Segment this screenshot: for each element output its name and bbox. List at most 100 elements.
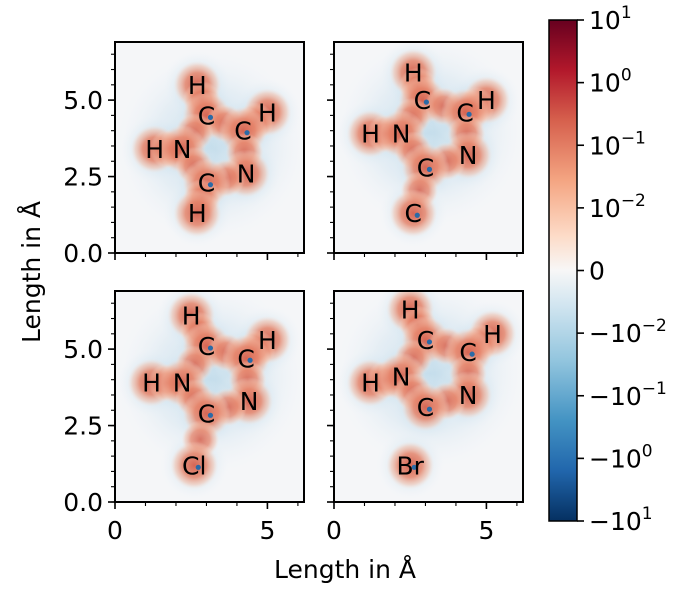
colorbar-tick-base: −10 xyxy=(589,444,642,473)
colorbar-tick-base: 10 xyxy=(589,6,621,35)
y-tick-label: 5.0 xyxy=(63,86,103,115)
colorbar-tick-label: −10−2 xyxy=(589,316,667,348)
colorbar-tick-base: −10 xyxy=(589,507,642,536)
density-lobe xyxy=(386,441,435,490)
atom-label: N xyxy=(459,141,478,170)
atom-label: C xyxy=(198,101,215,130)
y-axis-label: Length in Å xyxy=(17,201,46,343)
atom-label: H xyxy=(404,59,423,88)
atom-label: Cl xyxy=(182,451,206,480)
colorbar-tick-label: −10−1 xyxy=(589,379,667,411)
atom-label: N xyxy=(459,381,478,410)
atom-label: H xyxy=(361,120,380,149)
atom-label: C xyxy=(198,332,215,361)
atom-label: Br xyxy=(396,451,424,480)
atom-label: N xyxy=(240,387,259,416)
density-lobe xyxy=(401,383,450,432)
atom-core-marker xyxy=(244,130,250,136)
atom-core-marker xyxy=(423,99,430,105)
atom-label: N xyxy=(392,120,411,149)
atom-label: H xyxy=(182,301,201,330)
density-lobe xyxy=(170,441,219,490)
atom-label: C xyxy=(198,399,215,428)
colorbar-tick-base: −10 xyxy=(589,319,642,348)
panel-frame xyxy=(114,41,305,254)
atom-core-marker xyxy=(466,111,472,117)
atom-label: N xyxy=(392,363,411,392)
atom-label: N xyxy=(173,135,192,164)
atom-label: H xyxy=(258,326,277,355)
x-tick-label: 5 xyxy=(478,516,494,545)
colorbar-tick-exponent: 0 xyxy=(642,441,653,461)
atom-label: C xyxy=(414,86,431,115)
colorbar-tick-label: −100 xyxy=(589,441,653,473)
colorbar-tick-label: −101 xyxy=(589,504,653,536)
density-field xyxy=(116,50,304,248)
atom-label: C xyxy=(234,117,251,146)
atom-label: H xyxy=(188,199,207,228)
atom-core-marker xyxy=(426,339,433,345)
colorbar-tick-label: 101 xyxy=(589,3,632,35)
atom-label: C xyxy=(417,326,434,355)
atom-core-marker xyxy=(469,351,475,357)
colorbar-gradient xyxy=(548,19,578,522)
atom-core-marker xyxy=(207,182,214,188)
x-tick-label: 0 xyxy=(107,516,123,545)
colorbar-tick-base: 0 xyxy=(589,257,605,286)
atom-core-marker xyxy=(414,212,420,218)
y-tick-label: 2.5 xyxy=(63,163,103,192)
colorbar-tick-exponent: 1 xyxy=(642,504,653,524)
y-tick-label: 2.5 xyxy=(63,412,103,441)
atom-label: N xyxy=(237,159,256,188)
atom-label: H xyxy=(142,369,161,398)
atom-core-marker xyxy=(426,166,433,172)
colorbar-tick-label: 10−2 xyxy=(589,191,646,223)
atom-label: C xyxy=(405,199,422,228)
atom-core-marker xyxy=(195,464,201,470)
colorbar-tick-label: 0 xyxy=(589,257,605,286)
colorbar-tick-base: 10 xyxy=(589,194,621,223)
panel-frame xyxy=(333,290,524,503)
panel-frame xyxy=(333,41,524,254)
atom-label: C xyxy=(237,344,254,373)
y-tick-label: 0.0 xyxy=(63,488,103,517)
density-field xyxy=(335,42,523,248)
density-field xyxy=(116,291,304,500)
atom-label: C xyxy=(417,393,434,422)
x-tick-label: 5 xyxy=(259,516,275,545)
colorbar-tick-exponent: 0 xyxy=(621,66,632,86)
atom-core-marker xyxy=(411,464,417,470)
colorbar-tick-exponent: −1 xyxy=(621,128,646,148)
x-tick-label: 0 xyxy=(326,516,342,545)
atom-label: C xyxy=(456,98,473,127)
density-lobe xyxy=(389,189,438,238)
atom-label: H xyxy=(258,98,277,127)
atom-label: C xyxy=(459,338,476,367)
colorbar-tick-exponent: −2 xyxy=(621,191,646,211)
panel-frame xyxy=(114,290,305,503)
colorbar-tick-base: 10 xyxy=(589,131,621,160)
colorbar-tick-label: 100 xyxy=(589,66,632,98)
atom-core-marker xyxy=(207,345,214,351)
y-tick-label: 0.0 xyxy=(63,239,103,268)
atom-label: C xyxy=(198,169,215,198)
density-lobe xyxy=(173,189,222,238)
atom-label: N xyxy=(173,369,192,398)
atom-label: H xyxy=(361,369,380,398)
atom-core-marker xyxy=(207,412,214,418)
atom-label: H xyxy=(401,295,420,324)
atom-label: H xyxy=(477,86,496,115)
atom-label: H xyxy=(145,135,164,164)
y-tick-label: 5.0 xyxy=(63,335,103,364)
colorbar-tick-base: −10 xyxy=(589,382,642,411)
atom-core-marker xyxy=(247,357,253,363)
atom-label: H xyxy=(483,320,502,349)
atom-core-marker xyxy=(207,114,214,120)
